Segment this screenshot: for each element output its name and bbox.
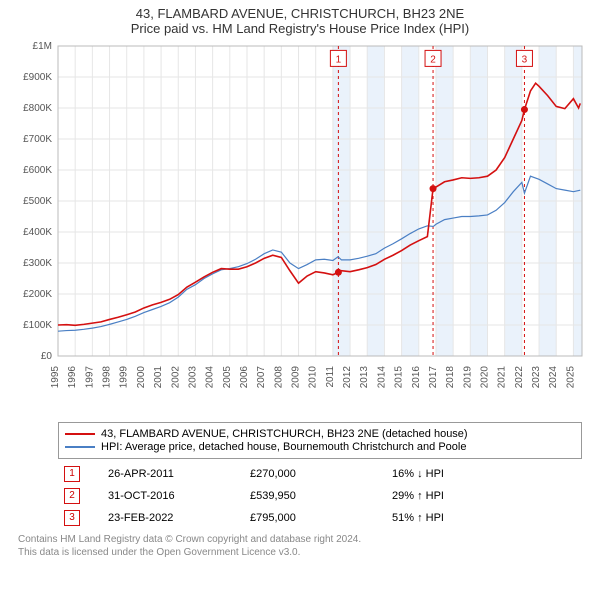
svg-text:2000: 2000 (136, 366, 147, 389)
svg-text:2001: 2001 (153, 366, 164, 389)
svg-text:£100K: £100K (23, 320, 52, 331)
svg-text:2019: 2019 (462, 366, 473, 389)
chart-container: 43, FLAMBARD AVENUE, CHRISTCHURCH, BH23 … (0, 0, 600, 559)
svg-text:1997: 1997 (84, 366, 95, 389)
sale-row: 1 26-APR-2011£270,00016% ↓ HPI (58, 463, 582, 485)
sale-price: £539,950 (244, 485, 386, 507)
footer-line: This data is licensed under the Open Gov… (18, 546, 582, 559)
sale-row: 2 31-OCT-2016£539,95029% ↑ HPI (58, 485, 582, 507)
legend-swatch (65, 433, 95, 435)
svg-text:2011: 2011 (325, 366, 336, 388)
svg-text:2025: 2025 (565, 366, 576, 389)
legend-row: HPI: Average price, detached house, Bour… (65, 441, 575, 453)
sale-delta: 29% ↑ HPI (386, 485, 582, 507)
svg-text:2010: 2010 (308, 366, 319, 389)
svg-text:£200K: £200K (23, 289, 52, 300)
svg-text:2018: 2018 (445, 366, 456, 389)
svg-text:2: 2 (430, 54, 436, 65)
svg-text:2006: 2006 (239, 366, 250, 389)
svg-text:2013: 2013 (359, 366, 370, 389)
svg-text:£0: £0 (41, 351, 53, 362)
title-line-1: 43, FLAMBARD AVENUE, CHRISTCHURCH, BH23 … (0, 6, 600, 21)
sale-marker-icon: 2 (64, 488, 80, 504)
svg-text:£500K: £500K (23, 196, 52, 207)
sale-date: 26-APR-2011 (102, 463, 244, 485)
svg-text:£600K: £600K (23, 165, 52, 176)
line-chart: £0 £100K £200K £300K £400K £500K £600K £700K £80… (0, 36, 600, 416)
legend-label: HPI: Average price, detached house, Bour… (101, 441, 466, 453)
svg-text:2012: 2012 (342, 366, 353, 389)
sales-table: 1 26-APR-2011£270,00016% ↓ HPI 2 31-OCT-201… (58, 463, 582, 529)
footer-line: Contains HM Land Registry data © Crown c… (18, 533, 582, 546)
svg-text:£900K: £900K (23, 72, 52, 83)
sale-marker-icon: 3 (64, 510, 80, 526)
svg-text:1996: 1996 (67, 366, 78, 389)
svg-text:1998: 1998 (102, 366, 113, 389)
svg-text:£700K: £700K (23, 134, 52, 145)
svg-text:£300K: £300K (23, 258, 52, 269)
sale-date: 31-OCT-2016 (102, 485, 244, 507)
svg-text:£400K: £400K (23, 227, 52, 238)
legend-label: 43, FLAMBARD AVENUE, CHRISTCHURCH, BH23 … (101, 428, 468, 440)
sale-delta: 51% ↑ HPI (386, 507, 582, 529)
footer-attribution: Contains HM Land Registry data © Crown c… (18, 533, 582, 559)
svg-text:£1M: £1M (33, 41, 52, 52)
chart-area: £0 £100K £200K £300K £400K £500K £600K £700K £80… (0, 36, 600, 416)
svg-text:2020: 2020 (480, 366, 491, 389)
svg-text:2015: 2015 (394, 366, 405, 389)
svg-text:2003: 2003 (187, 366, 198, 389)
svg-text:1999: 1999 (119, 366, 130, 389)
svg-text:2014: 2014 (376, 366, 387, 389)
svg-text:2022: 2022 (514, 366, 525, 389)
sale-row: 3 23-FEB-2022£795,00051% ↑ HPI (58, 507, 582, 529)
svg-text:2002: 2002 (170, 366, 181, 389)
legend-row: 43, FLAMBARD AVENUE, CHRISTCHURCH, BH23 … (65, 428, 575, 440)
svg-text:1: 1 (336, 54, 342, 65)
svg-text:£800K: £800K (23, 103, 52, 114)
svg-text:2024: 2024 (548, 366, 559, 389)
svg-text:3: 3 (522, 54, 528, 65)
svg-text:2007: 2007 (256, 366, 267, 389)
svg-text:2021: 2021 (497, 366, 508, 389)
svg-text:2017: 2017 (428, 366, 439, 389)
svg-text:2004: 2004 (205, 366, 216, 389)
sale-delta: 16% ↓ HPI (386, 463, 582, 485)
svg-text:2023: 2023 (531, 366, 542, 389)
title-block: 43, FLAMBARD AVENUE, CHRISTCHURCH, BH23 … (0, 0, 600, 36)
sale-price: £795,000 (244, 507, 386, 529)
sale-price: £270,000 (244, 463, 386, 485)
sale-date: 23-FEB-2022 (102, 507, 244, 529)
legend-swatch (65, 446, 95, 448)
svg-text:2009: 2009 (291, 366, 302, 389)
legend: 43, FLAMBARD AVENUE, CHRISTCHURCH, BH23 … (58, 422, 582, 459)
svg-text:1995: 1995 (50, 366, 61, 389)
svg-text:2008: 2008 (273, 366, 284, 389)
sale-marker-icon: 1 (64, 466, 80, 482)
title-line-2: Price paid vs. HM Land Registry's House … (0, 21, 600, 36)
svg-text:2016: 2016 (411, 366, 422, 389)
svg-text:2005: 2005 (222, 366, 233, 389)
